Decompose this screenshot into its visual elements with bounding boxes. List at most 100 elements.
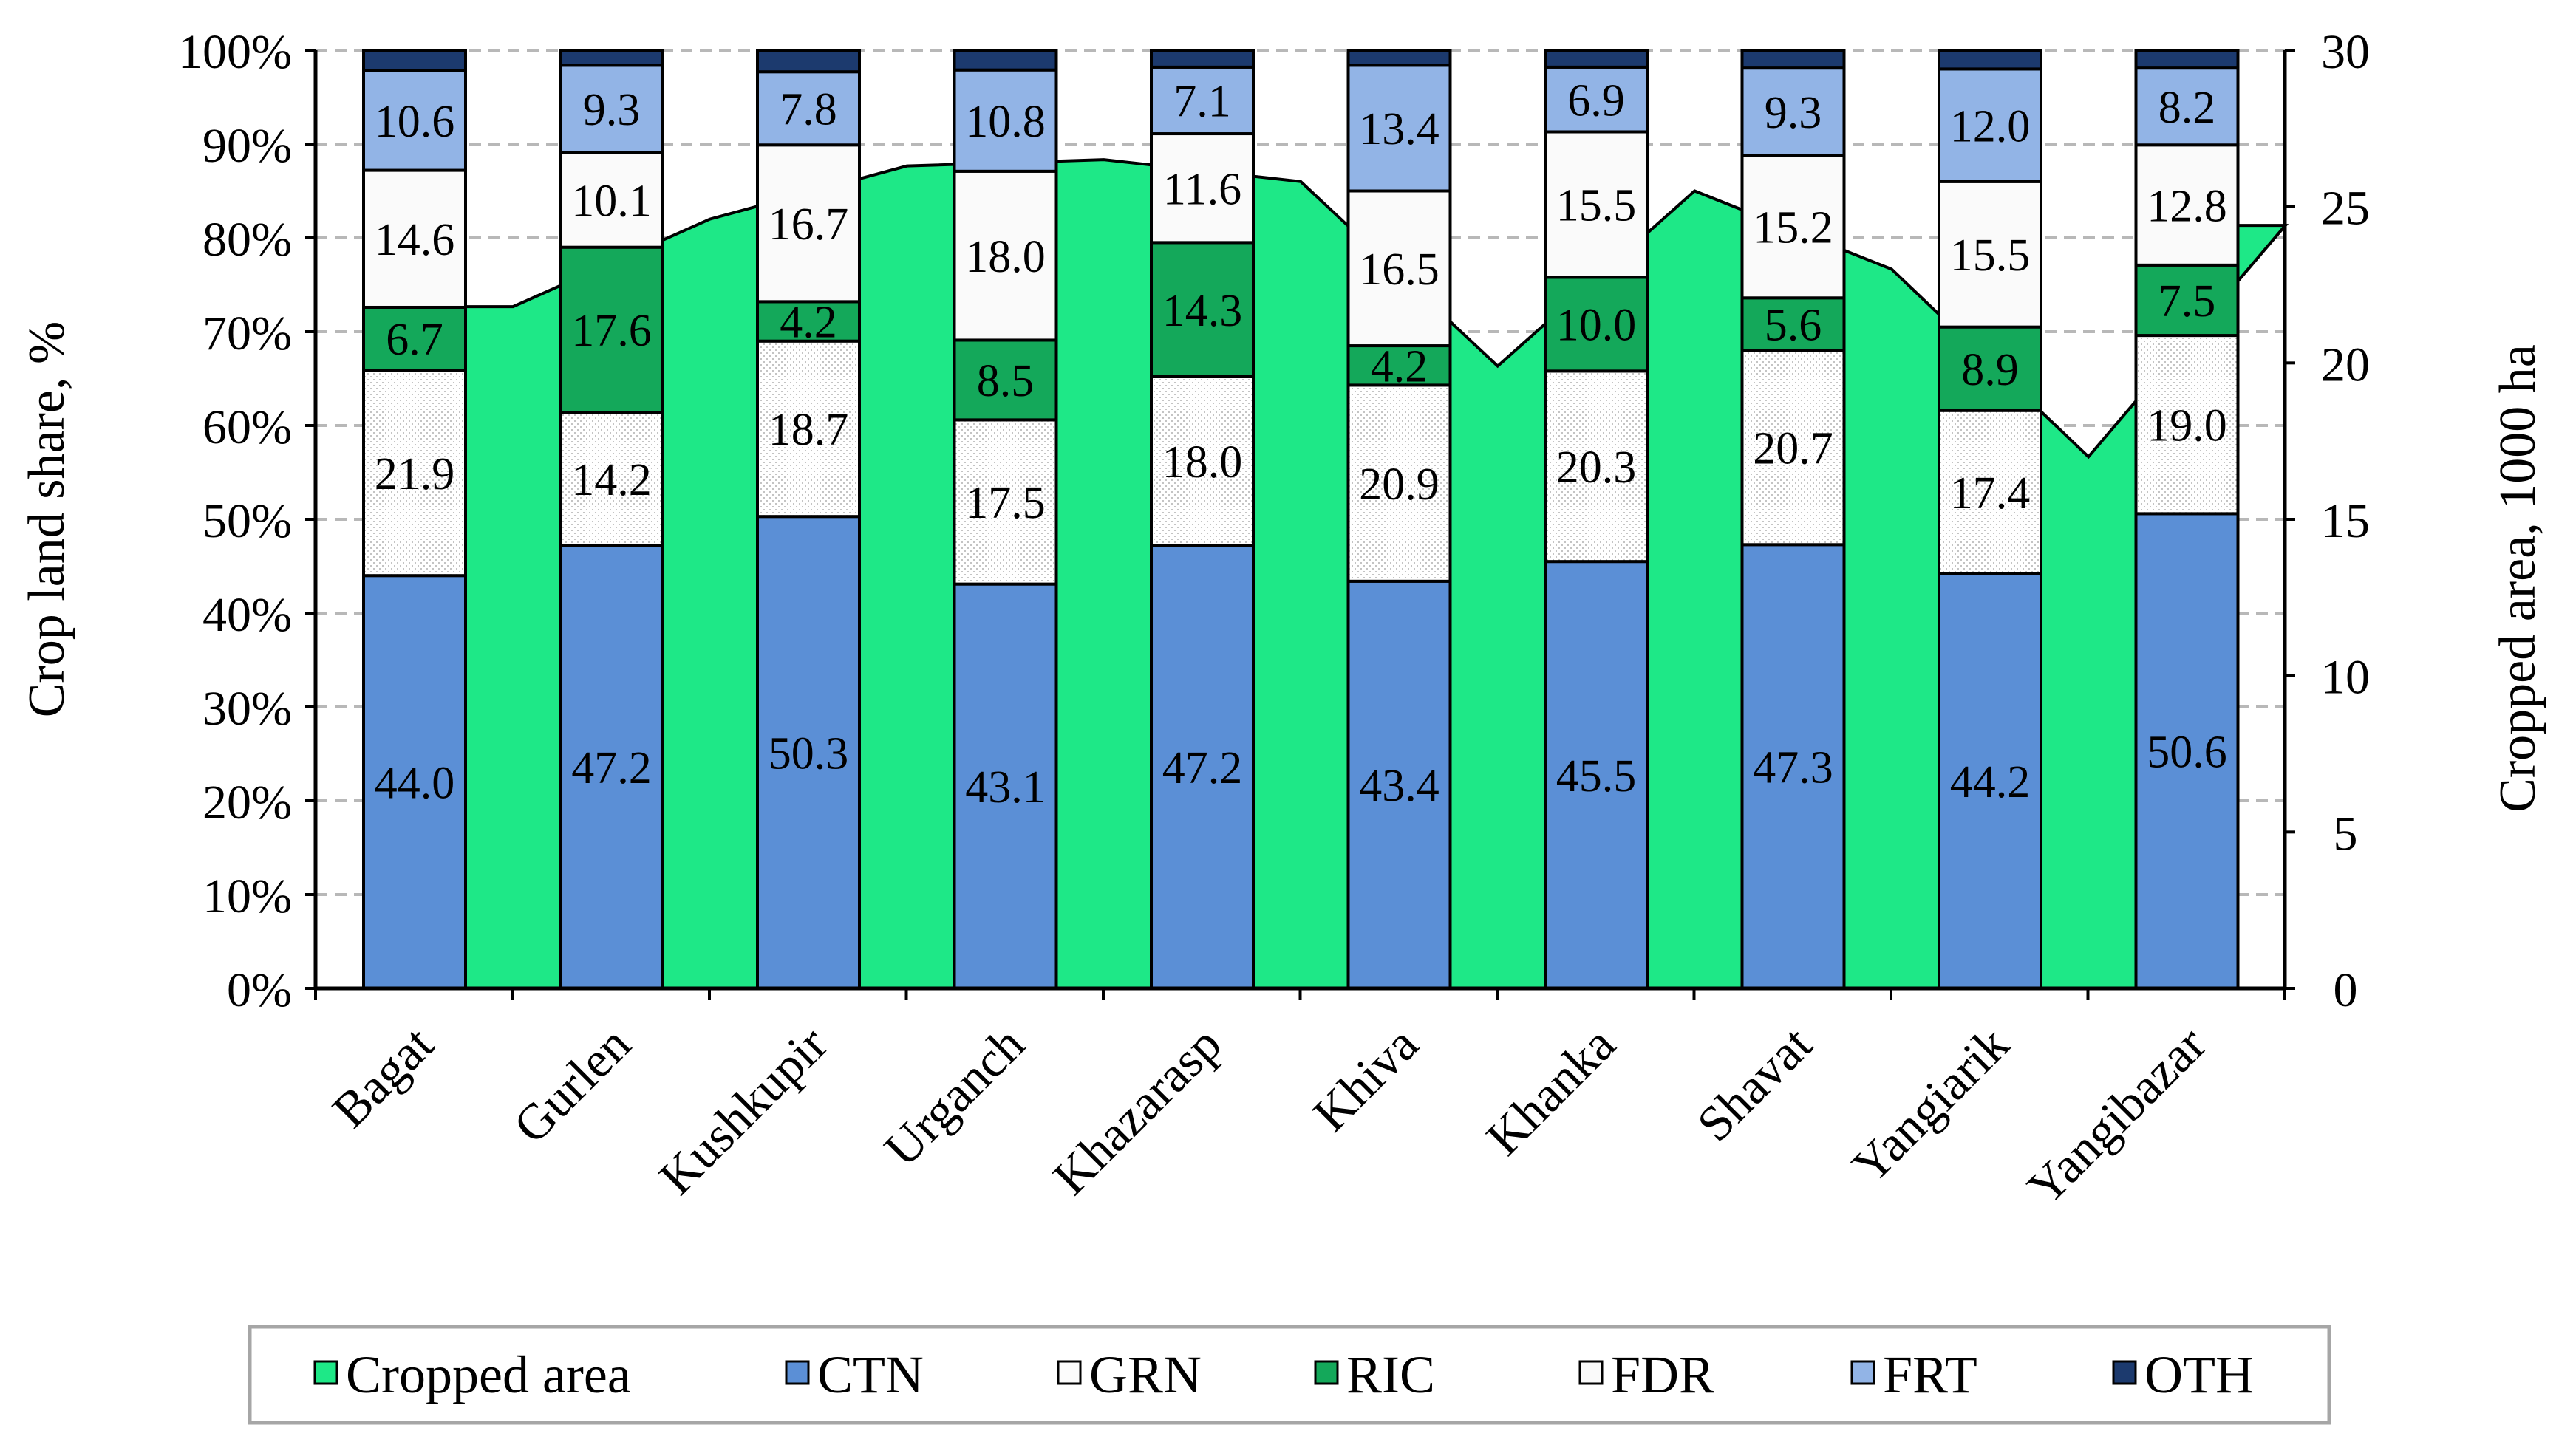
y-tick-label: 10% (202, 869, 292, 923)
legend-label-cropped-area: Cropped area (346, 1345, 631, 1404)
bar-oth-khazarasp (1150, 49, 1255, 69)
bar-label-ctn-khanka: 45.5 (1556, 751, 1637, 801)
label-bg (1756, 89, 1830, 134)
legend-label-ric: RIC (1346, 1345, 1435, 1404)
x-tick-label-bagat: Bagat (321, 1016, 444, 1138)
bar-label-ric-shavat: 5.6 (1765, 301, 1822, 351)
bar-group-khiva: 43.4 20.9 4.2 16.5 13.4 (1346, 49, 1452, 990)
bar-label-frt-gurlen: 9.3 (583, 85, 641, 135)
y2-tick-label: 20 (2321, 338, 2370, 392)
bar-label-ric-khazarasp: 14.3 (1162, 286, 1243, 336)
bar-oth-bagat (362, 49, 467, 72)
bar-ric-yangiarik (1938, 325, 2042, 412)
legend-label-oth: OTH (2144, 1345, 2254, 1404)
bar-label-ctn-bagat: 44.0 (375, 758, 455, 808)
y2-tick-label: 15 (2321, 494, 2370, 548)
y2-tick-label: 10 (2321, 651, 2370, 705)
bar-group-kushkupir: 50.3 18.7 4.2 16.7 7.8 (756, 49, 861, 990)
x-tick-label-gurlen: Gurlen (502, 1016, 641, 1154)
bar-label-grn-khanka: 20.3 (1556, 442, 1637, 493)
bar-ctn-yangibazar (2134, 512, 2240, 990)
y-tick-label: 80% (202, 213, 292, 267)
bar-label-ric-kushkupir: 4.2 (780, 298, 837, 348)
bar-label-ctn-urganch: 43.1 (965, 762, 1046, 813)
legend-label-fdr: FDR (1611, 1345, 1714, 1404)
bar-oth-kushkupir (756, 49, 861, 74)
bar-label-grn-yangibazar: 19.0 (2147, 400, 2227, 451)
bar-ric-khanka (1544, 276, 1649, 373)
legend-label-ctn: CTN (817, 1345, 924, 1404)
bar-label-fdr-khazarasp: 11.6 (1163, 164, 1241, 214)
bar-label-grn-bagat: 21.9 (375, 449, 455, 499)
label-bg (1166, 78, 1238, 123)
bar-ctn-gurlen (559, 544, 664, 990)
bar-grn-yangiarik (1938, 409, 2042, 575)
bar-group-urganch: 43.1 17.5 8.5 18.0 10.8 (953, 49, 1058, 990)
bar-label-ric-khanka: 10.0 (1556, 301, 1637, 351)
legend-label-frt: FRT (1883, 1345, 1977, 1404)
bar-fdr-urganch (953, 169, 1058, 342)
y-tick-label: 70% (202, 307, 292, 360)
y-tick-label: 20% (202, 776, 292, 830)
y2-tick-label: 30 (2321, 25, 2370, 79)
bar-oth-yangiarik (1938, 49, 2042, 71)
bar-fdr-kushkupir (756, 143, 861, 304)
x-tick-label-kushkupir: Kushkupir (648, 1016, 838, 1206)
bar-label-frt-khanka: 6.9 (1567, 75, 1625, 126)
bar-grn-yangibazar (2134, 334, 2240, 516)
bar-label-ctn-yangiarik: 44.2 (1950, 757, 2031, 807)
bar-fdr-gurlen (559, 151, 664, 249)
y2-tick-label: 0 (2334, 963, 2358, 1017)
y-tick-label: 40% (202, 588, 292, 642)
bar-ric-khazarasp (1150, 241, 1255, 378)
bar-label-fdr-bagat: 14.6 (375, 215, 455, 265)
bar-label-fdr-khanka: 15.5 (1556, 181, 1637, 231)
label-bg (772, 86, 845, 131)
label-bg (1352, 106, 1447, 151)
y-axis-title: Crop land share, % (18, 321, 75, 718)
label-bg (1943, 103, 2037, 148)
bar-ctn-khazarasp (1150, 544, 1255, 990)
bar-label-fdr-shavat: 15.2 (1753, 202, 1833, 253)
bar-label-frt-urganch: 10.8 (965, 97, 1046, 147)
bar-label-ctn-khazarasp: 47.2 (1162, 743, 1243, 793)
bar-label-grn-gurlen: 14.2 (571, 455, 652, 505)
bar-group-yangiarik: 44.2 17.4 8.9 15.5 12.0 (1938, 49, 2042, 990)
bar-label-frt-yangiarik: 12.0 (1950, 101, 2031, 151)
bar-label-grn-yangiarik: 17.4 (1950, 468, 2031, 519)
bar-oth-khiva (1346, 49, 1452, 67)
bar-label-fdr-gurlen: 10.1 (571, 176, 652, 226)
bar-group-khanka: 45.5 20.3 10.0 15.5 6.9 (1544, 49, 1649, 990)
bar-label-grn-khiva: 20.9 (1359, 459, 1439, 510)
bar-label-ric-yangibazar: 7.5 (2158, 276, 2216, 327)
bar-label-frt-khazarasp: 7.1 (1173, 77, 1231, 127)
bar-label-grn-shavat: 20.7 (1753, 424, 1833, 474)
bar-label-fdr-kushkupir: 16.7 (769, 199, 849, 250)
bar-label-ctn-yangibazar: 50.6 (2147, 727, 2227, 777)
label-bg (1560, 77, 1632, 122)
bar-ctn-urganch (953, 582, 1058, 990)
bar-group-shavat: 47.3 20.7 5.6 15.2 9.3 (1740, 49, 1846, 990)
y-tick-label: 0% (227, 963, 292, 1017)
bar-grn-gurlen (559, 411, 664, 547)
x-tick-label-yangiarik: Yangiarik (1841, 1016, 2020, 1194)
bar-ctn-bagat (362, 574, 467, 990)
y2-tick-label: 5 (2334, 807, 2358, 861)
bar-label-ric-khiva: 4.2 (1371, 341, 1428, 392)
bar-label-ric-bagat: 6.7 (386, 315, 443, 365)
label-bg (367, 98, 462, 143)
bar-grn-khiva (1346, 383, 1452, 583)
bar-ric-bagat (362, 305, 467, 372)
y2-axis-title: Cropped area, 1000 ha (2490, 344, 2546, 813)
bar-oth-yangibazar (2134, 49, 2240, 70)
bar-ric-gurlen (559, 245, 664, 414)
y-tick-label: 50% (202, 494, 292, 548)
y-tick-label: 30% (202, 682, 292, 736)
x-tick-label-khazarasp: Khazarasp (1042, 1016, 1232, 1206)
bar-ric-urganch (953, 338, 1058, 422)
bar-oth-shavat (1740, 49, 1846, 70)
bar-label-grn-khazarasp: 18.0 (1162, 437, 1243, 488)
x-tick-label-shavat: Shavat (1686, 1016, 1823, 1152)
bar-label-frt-shavat: 9.3 (1765, 88, 1822, 138)
